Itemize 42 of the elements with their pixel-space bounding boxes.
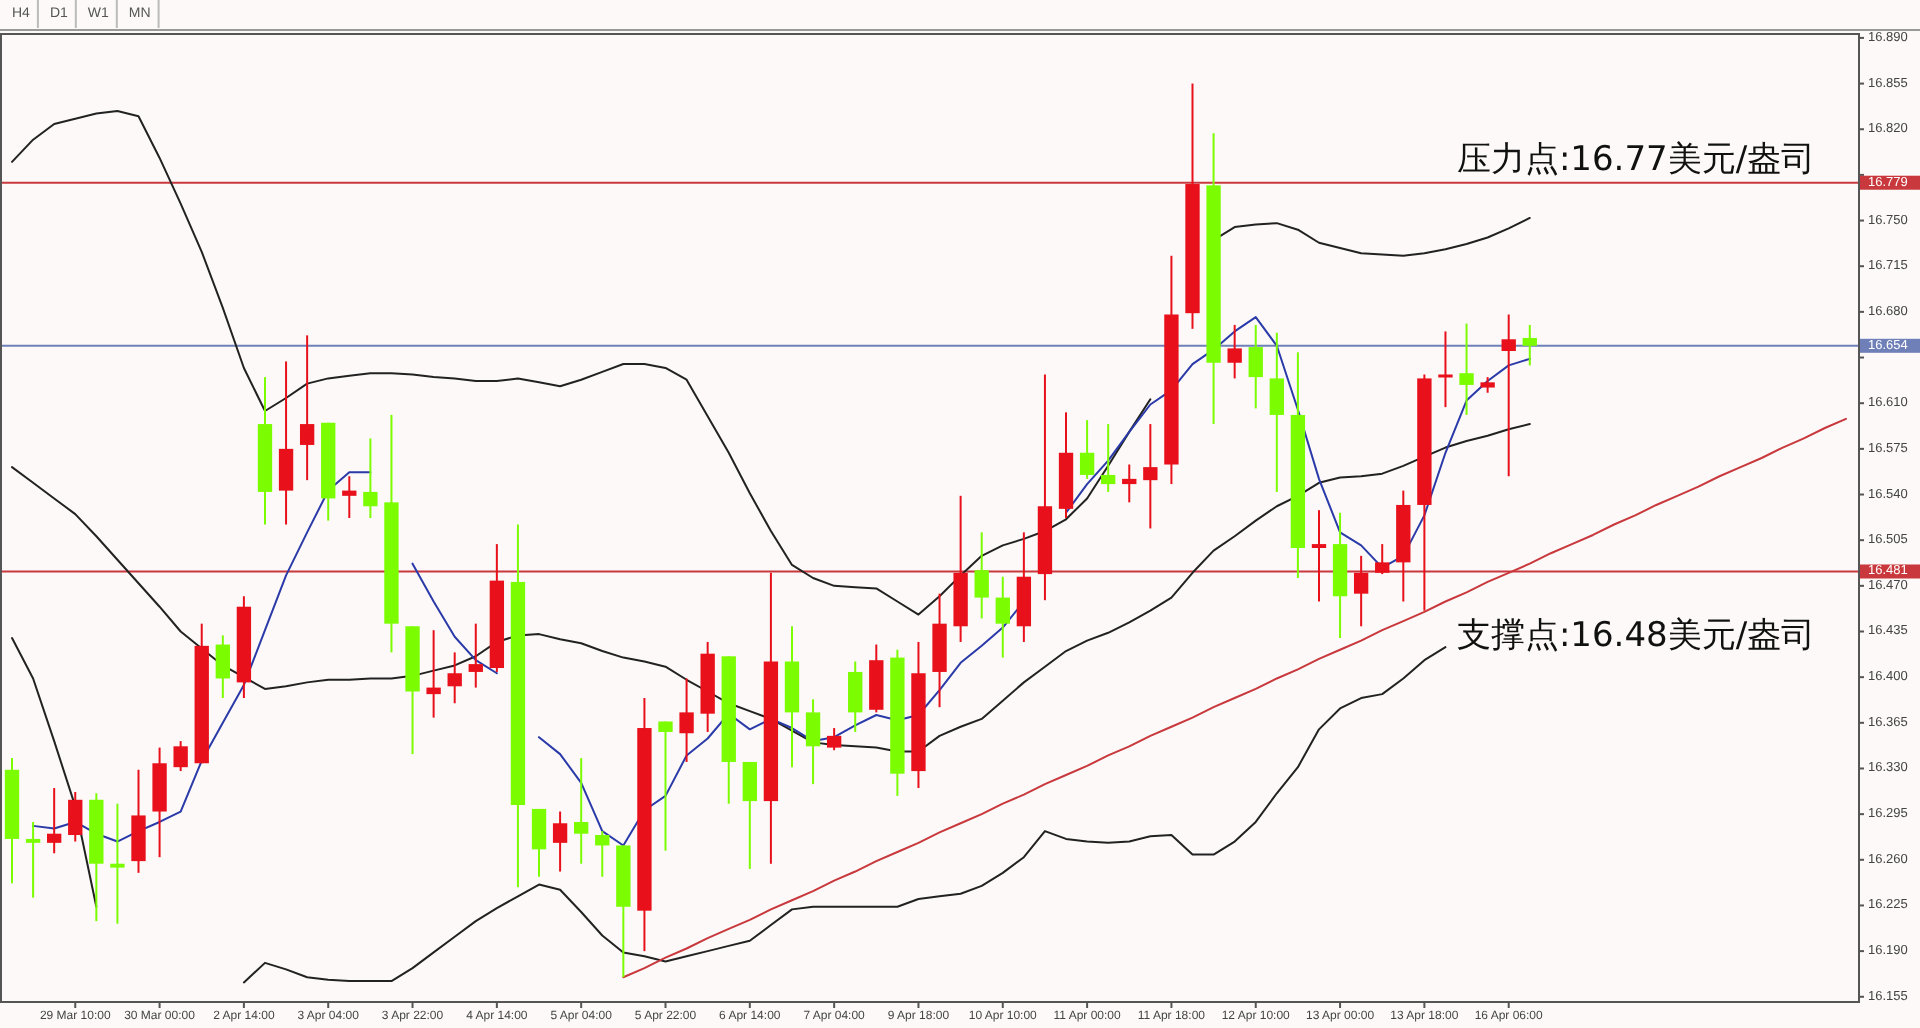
annotation: 支撑点:16.48美元/盎司: [1456, 616, 1816, 656]
candlestick: [468, 622, 483, 689]
candlestick: [1269, 331, 1284, 493]
candlestick: [805, 698, 821, 786]
candlestick: [363, 437, 378, 519]
candlestick: [974, 531, 989, 620]
candlestick: [574, 757, 589, 865]
candlestick: [679, 677, 694, 763]
candlestick: [1375, 543, 1390, 576]
candlestick: [426, 629, 441, 719]
candlestick: [342, 475, 357, 519]
candlestick: [47, 787, 62, 855]
candlestick: [742, 760, 757, 870]
candlestick: [995, 575, 1010, 659]
candlestick: [1353, 554, 1369, 628]
annotation: 压力点:16.77美元/盎司: [1456, 140, 1816, 180]
candlestick: [173, 740, 188, 773]
candlestick: [215, 634, 230, 700]
candlestick: [848, 660, 863, 733]
candlestick: [1522, 323, 1537, 367]
candlestick: [299, 334, 315, 482]
candlestick: [1311, 509, 1327, 603]
candlestick: [131, 768, 146, 874]
candlestick: [552, 810, 568, 873]
candlestick: [1101, 423, 1116, 493]
candlestick: [531, 807, 547, 878]
candlestick: [1248, 323, 1263, 410]
candlestick: [658, 720, 673, 852]
candlestick: [826, 727, 842, 752]
candlestick: [447, 651, 462, 705]
candlestick: [110, 802, 125, 925]
candlestick: [278, 360, 294, 526]
candlestick: [1227, 323, 1242, 380]
candlestick: [595, 830, 610, 878]
candlestick: [1459, 322, 1474, 416]
candlestick: [1143, 423, 1158, 530]
candlestick: [1122, 463, 1137, 504]
candlestick: [1501, 313, 1516, 478]
candlestick: [1079, 419, 1095, 480]
candlestick: [68, 790, 83, 843]
candlestick: [25, 820, 41, 899]
candlestick: [1438, 330, 1453, 409]
